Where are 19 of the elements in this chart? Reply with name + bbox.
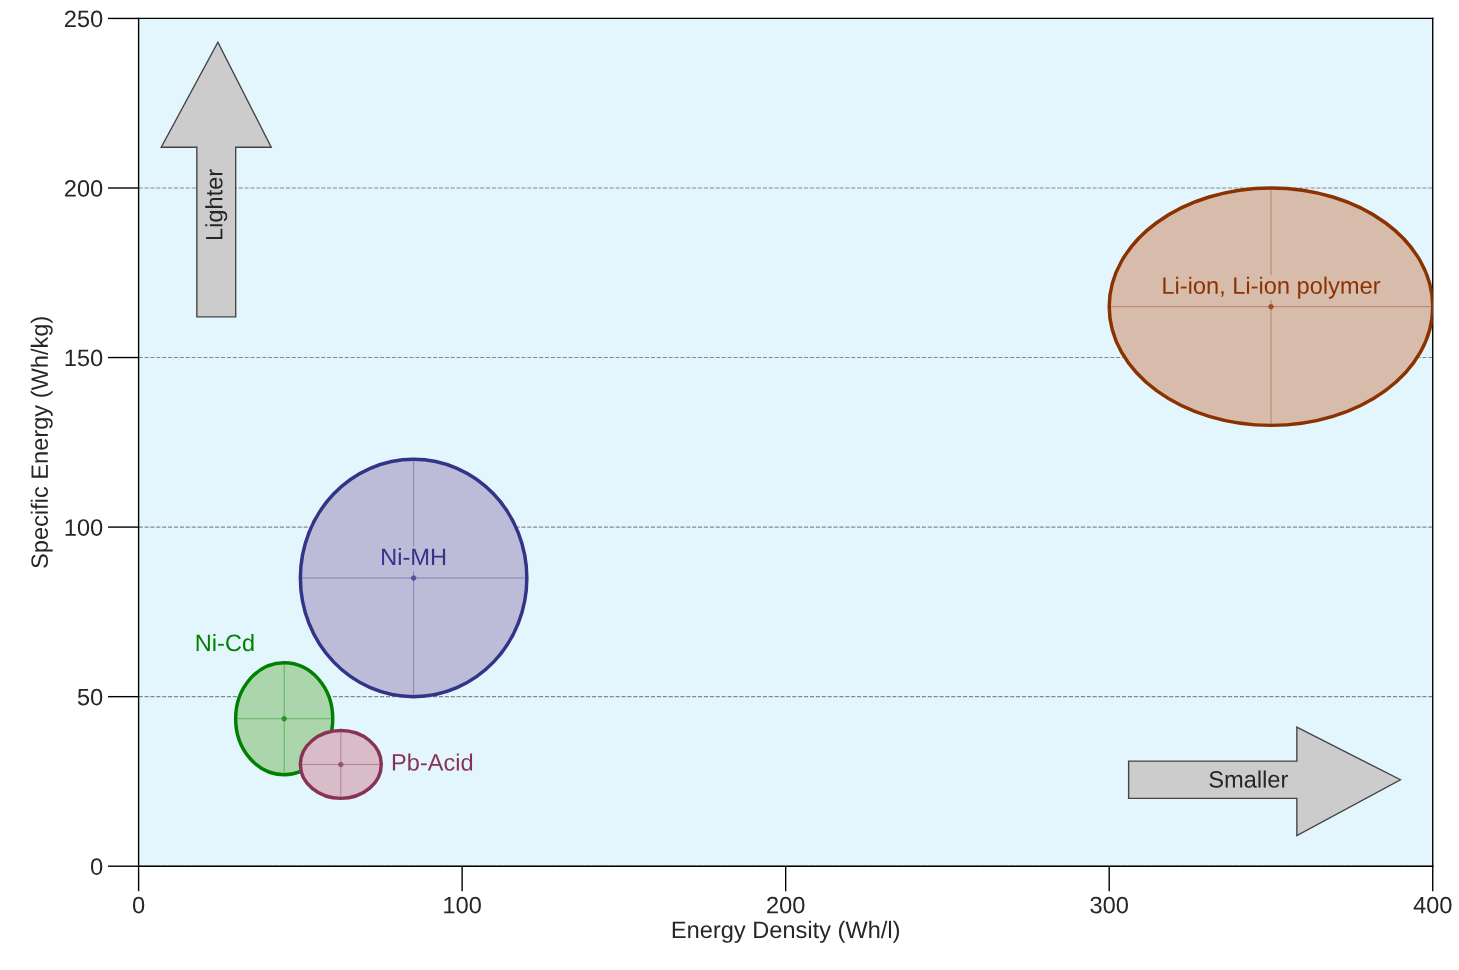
y-tick-label: 200 [64,180,103,197]
x-axis-title: Energy Density (Wh/l) [672,920,900,943]
y-tick-label: 150 [65,349,103,367]
y-tick-label: 100 [65,519,103,536]
x-tick-label: 200 [767,896,805,914]
series-label: Li-ion, Li-ion polymer [1163,276,1381,299]
text: Pb-Acid [392,753,473,771]
series-label: Ni-MH [382,547,446,566]
annotation: Smaller [1209,770,1288,788]
x-tick-label: 400 [1413,896,1452,914]
y-tick-label: 0 [90,858,103,875]
text: Ni-Cd [196,633,254,652]
y-axis-title: Specific Energy (Wh/kg) [30,317,53,568]
x-tick-label: 0 [132,896,145,914]
x-tick-label: 100 [444,896,481,914]
annotation: Lighter [205,169,228,240]
y-tick-label: 50 [77,688,103,706]
y-tick-label: 250 [64,10,103,28]
x-tick-label: 300 [1090,896,1128,914]
